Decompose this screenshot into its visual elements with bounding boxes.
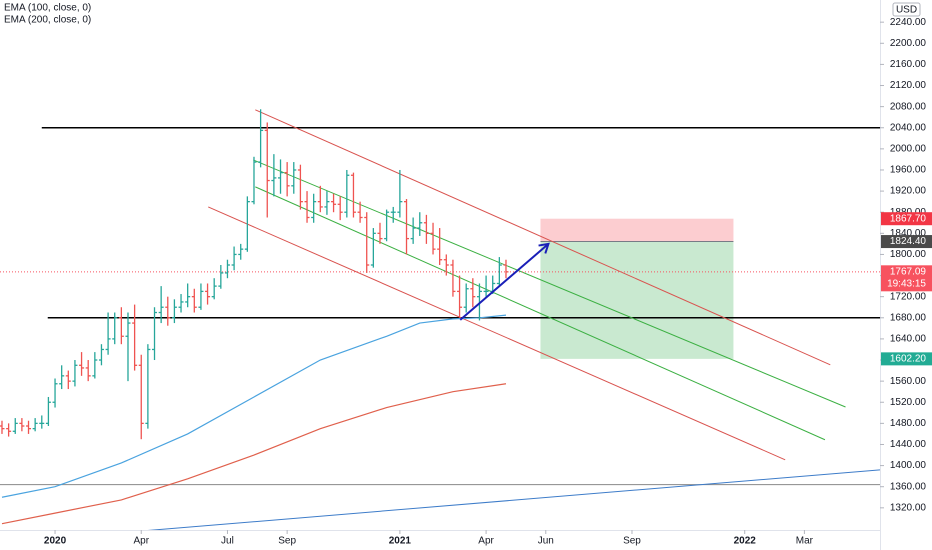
y-tick-label: 2120.00 xyxy=(890,80,927,91)
y-tick-label: 2160.00 xyxy=(890,59,927,70)
x-tick-label: 2022 xyxy=(734,536,757,547)
price-label: 1602.20 xyxy=(890,353,927,364)
indicator-legend[interactable]: EMA (100, close, 0) xyxy=(4,3,91,14)
price-label-box xyxy=(881,235,932,249)
x-tick-label: Jun xyxy=(538,536,554,547)
price-label: 1767.09 xyxy=(890,266,927,277)
x-tick-label: Apr xyxy=(478,536,494,547)
y-tick-label: 2200.00 xyxy=(890,38,927,49)
x-tick-label: Jul xyxy=(221,536,234,547)
y-tick-label: 1480.00 xyxy=(890,418,927,429)
y-tick-label: 2080.00 xyxy=(890,101,927,112)
currency: USD xyxy=(896,5,917,16)
y-tick-label: 1920.00 xyxy=(890,186,927,197)
ema-line xyxy=(1,383,507,525)
stop-zone xyxy=(540,218,734,242)
price-label: 1867.70 xyxy=(890,213,927,224)
indicator-legend[interactable]: EMA (200, close, 0) xyxy=(4,15,91,26)
trend-line xyxy=(208,206,786,461)
x-tick-label: Mar xyxy=(796,536,814,547)
price-label-box xyxy=(881,265,932,292)
trend-line xyxy=(147,469,880,530)
currency-box[interactable] xyxy=(892,2,921,17)
x-tick-label: Apr xyxy=(133,536,149,547)
x-tick-label: Sep xyxy=(623,536,641,547)
arrow xyxy=(459,243,550,321)
y-tick-label: 1440.00 xyxy=(890,439,927,450)
y-tick-label: 1800.00 xyxy=(890,249,927,260)
x-tick-label: Sep xyxy=(278,536,296,547)
plot-area xyxy=(0,109,880,530)
price-label-box xyxy=(881,212,932,226)
trend-line xyxy=(255,109,831,366)
x-tick-label: 2021 xyxy=(389,536,412,547)
target-zone xyxy=(540,241,734,359)
price-label: 1824.40 xyxy=(890,236,927,247)
y-tick-label: 1520.00 xyxy=(890,397,927,408)
y-tick-label: 1840.00 xyxy=(890,228,927,239)
y-tick-label: 1960.00 xyxy=(890,165,927,176)
y-tick-label: 1360.00 xyxy=(890,481,927,492)
y-tick-label: 1680.00 xyxy=(890,312,927,323)
price-label-box xyxy=(881,352,932,366)
arrow-head xyxy=(538,242,550,254)
y-tick-label: 1720.00 xyxy=(890,291,927,302)
y-tick-label: 1640.00 xyxy=(890,334,927,345)
y-tick-label: 2000.00 xyxy=(890,144,927,155)
trend-line xyxy=(253,159,846,408)
y-tick-label: 1400.00 xyxy=(890,460,927,471)
y-tick-label: 1320.00 xyxy=(890,502,927,513)
y-tick-label: 1560.00 xyxy=(890,376,927,387)
y-tick-label: 2040.00 xyxy=(890,122,927,133)
x-tick-label: 2020 xyxy=(44,536,67,547)
y-tick-label: 2240.00 xyxy=(890,17,927,28)
countdown: 19:43:15 xyxy=(887,278,926,289)
trend-line xyxy=(255,186,826,441)
